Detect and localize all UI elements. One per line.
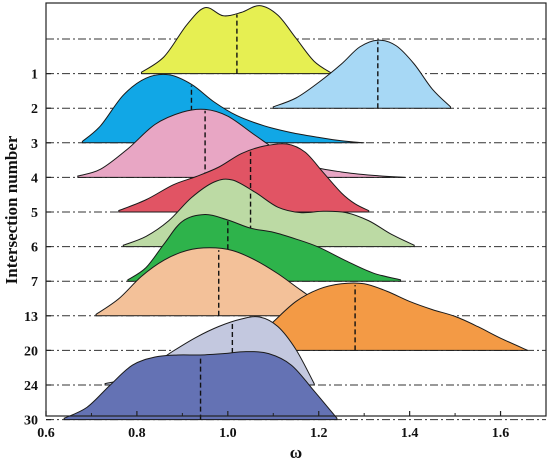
- y-tick-label: 20: [24, 344, 38, 359]
- x-tick-label: 0.6: [37, 426, 55, 441]
- ridge-area-5: [118, 143, 370, 213]
- y-tick-label: 24: [24, 379, 38, 394]
- ridge-series-20: [227, 282, 529, 351]
- x-tick-label: 1.2: [310, 426, 328, 441]
- ridge-series-30: [63, 351, 338, 421]
- y-tick-label: 7: [31, 275, 38, 290]
- ridge-area-4: [77, 108, 406, 178]
- ridge-series-1: [140, 5, 335, 75]
- y-tick-label: 1: [31, 68, 38, 83]
- y-tick-label: 5: [31, 206, 38, 221]
- y-tick-label: 6: [31, 241, 38, 256]
- y-tick-label: 2: [31, 102, 38, 117]
- y-tick-label: 13: [24, 310, 38, 325]
- x-axis-label: ω: [290, 443, 302, 462]
- ridge-series-4: [77, 108, 406, 178]
- y-tick-label: 3: [31, 137, 38, 152]
- y-axis-label: Intersection number: [2, 135, 21, 284]
- y-tick-label: 4: [31, 171, 38, 186]
- x-tick-label: 1.4: [401, 426, 419, 441]
- ridge-area-2: [272, 39, 452, 109]
- ridge-area-20: [227, 282, 529, 351]
- x-tick-label: 1.6: [492, 426, 510, 441]
- plot-frame: [45, 2, 547, 417]
- x-tick-label: 1.0: [219, 426, 237, 441]
- y-tick-label: 30: [24, 414, 38, 429]
- ridge-series-2: [272, 39, 452, 109]
- x-tick-label: 0.8: [128, 426, 146, 441]
